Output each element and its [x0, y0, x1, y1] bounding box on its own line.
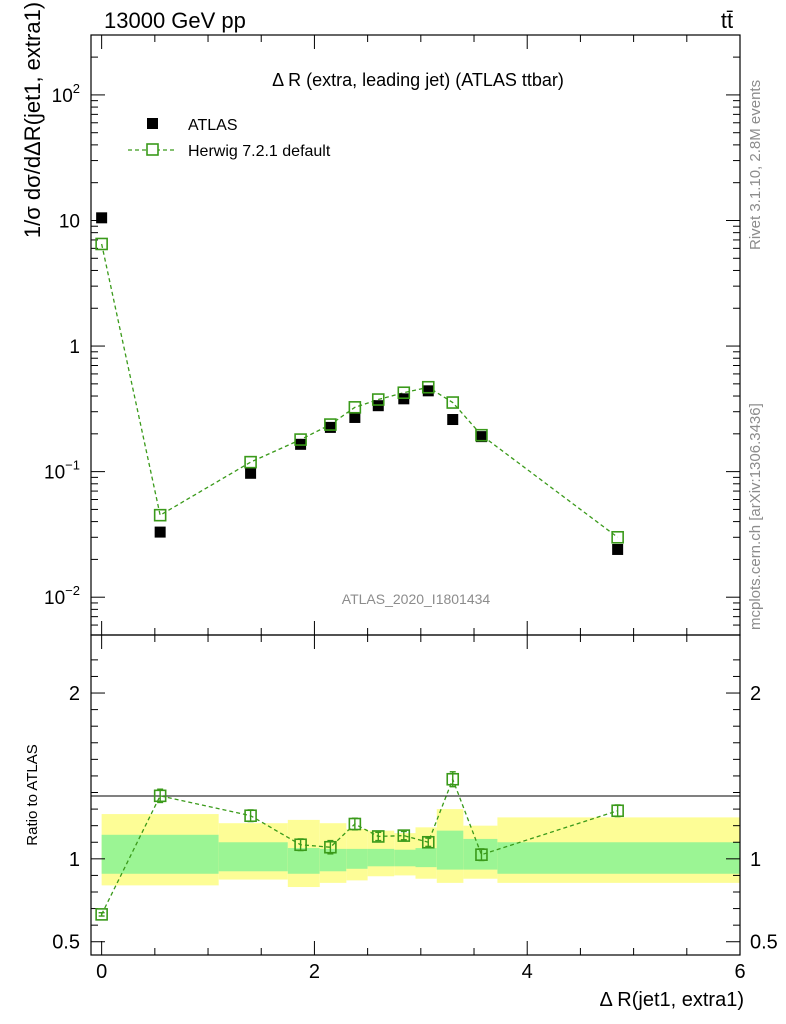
ratio-data-point	[475, 848, 488, 861]
main-y-tick-label: 10	[59, 211, 80, 232]
ratio-data-point	[371, 830, 385, 843]
ratio-y-tick-label: 2	[750, 683, 761, 705]
mc-data-point	[153, 508, 167, 522]
inner-band-segment	[415, 848, 437, 868]
main-y-tick-label: 10−2	[44, 583, 80, 609]
energy-label: 13000 GeV pp	[104, 8, 246, 33]
atlas-data-point	[324, 421, 336, 433]
mc-series-line	[101, 243, 619, 538]
inner-band-segment	[463, 838, 498, 870]
atlas-data-point	[447, 414, 459, 426]
x-tick-label: 0	[96, 961, 107, 983]
ratio-series-line	[101, 777, 618, 915]
ratio-y-tick-label: 2	[69, 683, 80, 705]
process-label: tt̄	[721, 8, 733, 33]
ratio-data-point	[348, 817, 362, 831]
ratio-data-point	[244, 809, 257, 823]
inner-band-segment	[394, 849, 416, 867]
inner-band-segment	[367, 848, 395, 867]
mc-data-point	[421, 380, 435, 394]
ratio-y-tick-label: 0.5	[750, 932, 778, 954]
mc-data-point	[397, 386, 411, 400]
ratio-data-point	[611, 804, 624, 818]
mc-data-point	[371, 393, 385, 406]
mc-data-point	[446, 396, 460, 409]
mc-data-point	[475, 428, 488, 442]
ratio-data-point	[324, 840, 337, 854]
ratio-data-point	[421, 835, 435, 849]
ratio-panel: Ratio to ATLAS	[24, 634, 741, 956]
atlas-data-point	[245, 467, 257, 479]
main-y-axis-label-text: 1/σ dσ/dΔR(jet1, extra1)	[20, 2, 45, 238]
main-panel: Δ R (extra, leading jet) (ATLAS ttbar) A…	[20, 2, 741, 636]
inner-band-segment	[346, 848, 368, 869]
mc-data-point	[294, 433, 307, 446]
x-tick-label: 6	[734, 961, 745, 983]
main-y-axis-label: 1/σ dσ/dΔR(jet1, extra1)	[20, 2, 45, 238]
ratio-data-point	[446, 772, 460, 786]
atlas-data-point	[475, 431, 487, 443]
atlas-data-point	[349, 411, 361, 423]
main-y-tick-label: 1	[69, 337, 80, 358]
ratio-data-point	[95, 908, 108, 921]
ratio-data-point	[294, 838, 307, 852]
mc-data-point	[324, 418, 337, 431]
source-label: mcplots.cern.ch [arXiv:1306.3436]	[747, 403, 764, 630]
inner-band-segment	[101, 834, 219, 874]
inner-band-segment	[319, 848, 347, 872]
plot-title: Δ R (extra, leading jet) (ATLAS ttbar)	[272, 70, 564, 90]
x-tick-label: 2	[309, 961, 320, 983]
mc-data-point	[95, 237, 108, 251]
mc-data-point	[348, 401, 362, 414]
rivet-label: Rivet 3.1.10, 2.8M events	[747, 80, 764, 250]
legend-data-label: ATLAS	[188, 117, 238, 134]
main-y-tick-label: 102	[52, 81, 80, 107]
legend-data-marker	[147, 118, 158, 129]
mc-data-point	[611, 530, 624, 544]
ratio-frame	[90, 634, 741, 956]
x-axis-label: Δ R(jet1, extra1)	[599, 989, 744, 1011]
legend-mc-marker	[146, 143, 159, 156]
ratio-data-point	[153, 789, 167, 803]
analysis-id: ATLAS_2020_I1801434	[342, 591, 491, 607]
inner-band-segment	[436, 830, 464, 870]
x-tick-label: 4	[522, 961, 533, 983]
ratio-y-tick-label: 0.5	[52, 932, 80, 954]
legend-mc-label: Herwig 7.2.1 default	[188, 143, 331, 160]
main-y-tick-label: 10−1	[44, 458, 80, 484]
ratio-y-tick-label: 1	[69, 849, 80, 871]
atlas-data-point	[422, 385, 434, 397]
inner-band-segment	[497, 842, 740, 874]
inner-band-segment	[218, 842, 288, 872]
ratio-y-tick-label: 1	[750, 849, 761, 871]
mc-data-point	[244, 455, 257, 469]
ratio-data-point	[397, 829, 411, 842]
legend: ATLAS Herwig 7.2.1 default	[128, 117, 331, 160]
ratio-y-axis-label: Ratio to ATLAS	[24, 744, 41, 845]
atlas-data-point	[154, 526, 166, 538]
atlas-data-point	[96, 212, 108, 224]
inner-band-segment	[287, 848, 320, 874]
atlas-data-point	[612, 543, 624, 555]
